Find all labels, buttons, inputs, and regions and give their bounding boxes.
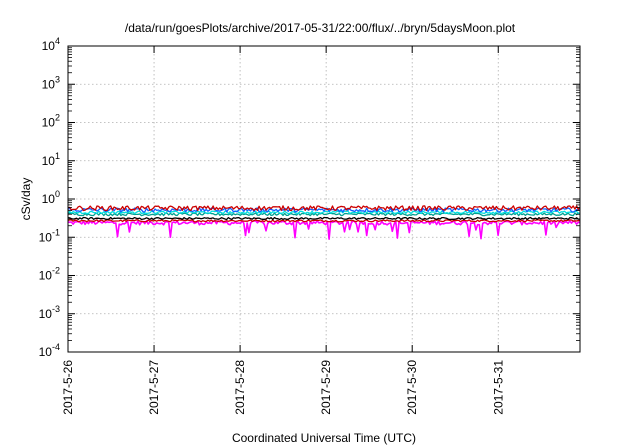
y-tick-label: 10-2 [39, 266, 60, 283]
x-tick-label: 2017-5-31 [491, 360, 505, 415]
x-axis: 2017-5-26 2017-5-27 2017-5-28 2017-5-29 2017… [61, 46, 505, 415]
series-group [67, 205, 581, 240]
x-tick-label: 2017-5-29 [319, 360, 333, 415]
y-tick-label: 100 [42, 189, 60, 206]
grid [68, 46, 580, 352]
x-tick-label: 2017-5-26 [61, 360, 75, 415]
chart-title: /data/run/goesPlots/archive/2017-05-31/2… [125, 21, 516, 35]
series-line [67, 219, 581, 223]
y-axis-label: cSv/day [19, 178, 33, 221]
y-tick-label: 101 [42, 151, 60, 168]
x-tick-label: 2017-5-30 [405, 360, 419, 415]
y-tick-label: 104 [42, 36, 60, 53]
series-line [67, 207, 581, 213]
y-tick-label: 103 [42, 74, 60, 91]
series-line [67, 205, 581, 212]
x-tick-label: 2017-5-27 [147, 360, 161, 415]
series-line [67, 212, 581, 217]
y-tick-label: 10-4 [39, 342, 60, 359]
y-tick-label: 10-1 [39, 227, 60, 244]
series-line [67, 220, 581, 240]
series-line [67, 216, 580, 221]
x-tick-label: 2017-5-28 [233, 360, 247, 415]
y-tick-label: 10-3 [39, 304, 60, 321]
y-tick-label: 102 [42, 113, 60, 130]
x-axis-label: Coordinated Universal Time (UTC) [232, 431, 416, 445]
y-axis: 10-4 10-3 10-2 10-1 100 101 102 103 104 [39, 36, 580, 359]
